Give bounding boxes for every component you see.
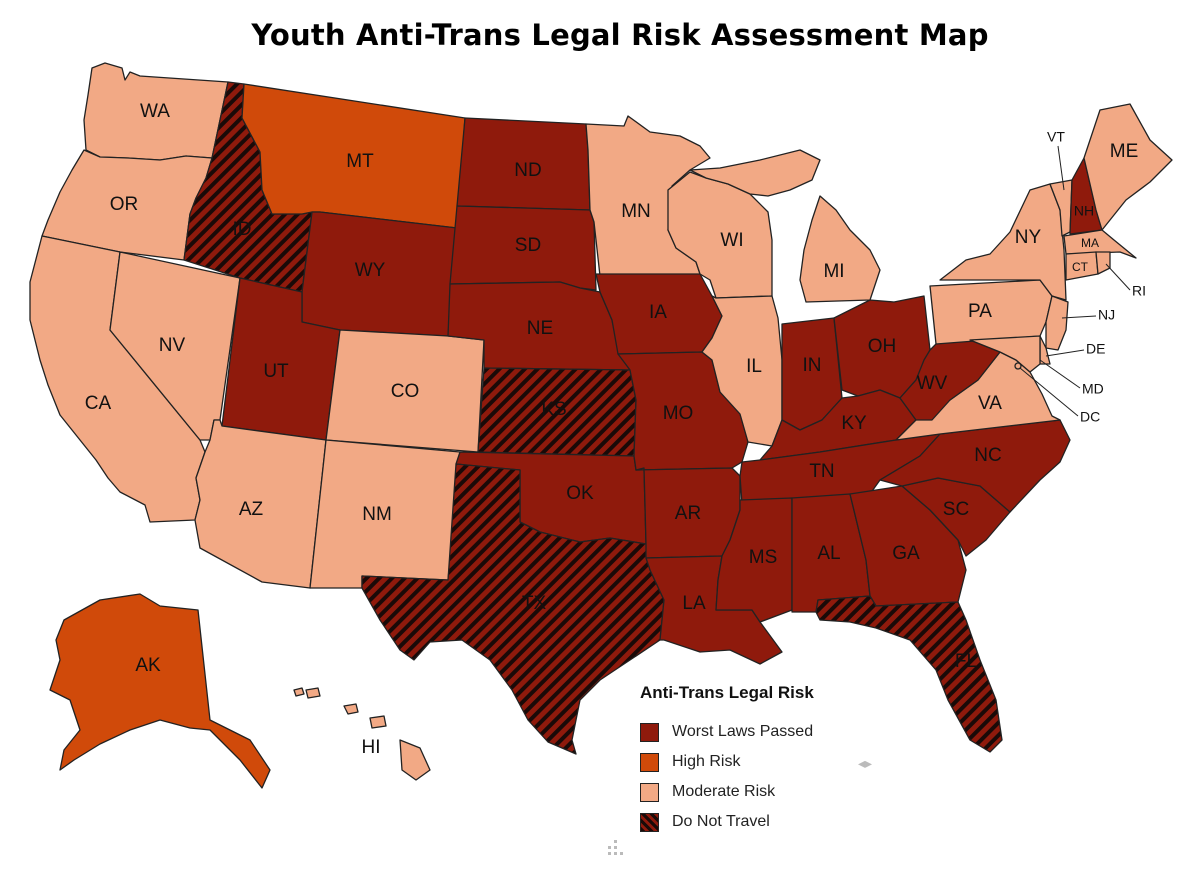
label-MT: MT (346, 151, 374, 172)
leader-NJ (1061, 315, 1097, 319)
state-HI-2[interactable] (305, 687, 321, 699)
legend-swatch-dnt (640, 812, 659, 832)
label-WV: WV (917, 373, 948, 394)
label-ID: ID (233, 219, 252, 240)
label-OH: OH (868, 336, 897, 357)
label-KS: KS (541, 399, 566, 420)
label-NC: NC (974, 445, 1001, 466)
label-NY: NY (1015, 227, 1042, 248)
state-TX[interactable] (361, 463, 665, 755)
label-TX: TX (522, 593, 547, 614)
label-MN: MN (621, 201, 651, 222)
legend: Anti-Trans Legal Risk Worst Laws Passed … (640, 683, 880, 837)
legend-title: Anti-Trans Legal Risk (640, 683, 814, 702)
state-CO[interactable] (325, 329, 485, 453)
label-MI: MI (823, 261, 844, 282)
legend-label-moderate: Moderate Risk (672, 783, 776, 800)
legend-item-high: High Risk (640, 747, 880, 777)
label-IN: IN (803, 355, 822, 376)
label-AZ: AZ (239, 499, 264, 520)
state-MD[interactable] (969, 335, 1041, 373)
label-SC: SC (943, 499, 969, 520)
legend-swatch-high (640, 752, 659, 772)
nav-arrows-icon[interactable]: ◂▸ (858, 755, 873, 771)
label-OR: OR (110, 194, 139, 215)
label-IA: IA (649, 302, 667, 323)
label-UT: UT (263, 361, 289, 382)
state-NJ[interactable] (1045, 295, 1069, 351)
label-ME: ME (1110, 141, 1139, 162)
label-GA: GA (892, 543, 920, 564)
state-VT[interactable] (1049, 179, 1073, 237)
leader-VT (1057, 145, 1065, 191)
legend-label-high: High Risk (672, 753, 741, 770)
label-SD: SD (515, 235, 541, 256)
leader-RI (1105, 263, 1131, 291)
legend-label-worst: Worst Laws Passed (672, 723, 814, 740)
label-CO: CO (391, 381, 420, 402)
state-RI[interactable] (1095, 251, 1111, 275)
label-CT: CT (1072, 260, 1089, 274)
label-ND: ND (514, 160, 541, 181)
legend-item-moderate: Moderate Risk (640, 777, 880, 807)
label-DC: DC (1080, 409, 1100, 425)
legend-swatch-worst (640, 722, 659, 742)
label-LA: LA (682, 593, 706, 614)
state-NC[interactable] (879, 419, 1071, 513)
state-MI-upper[interactable] (689, 149, 821, 197)
state-IL[interactable] (701, 295, 783, 447)
label-NE: NE (527, 318, 553, 339)
label-MO: MO (663, 403, 694, 424)
leader-DC (1019, 367, 1079, 417)
label-WA: WA (140, 101, 170, 122)
state-FL[interactable] (815, 595, 1003, 753)
label-MA: MA (1081, 236, 1099, 250)
state-AK[interactable] (49, 593, 271, 789)
state-HI-5[interactable] (399, 739, 431, 781)
state-DC[interactable] (1014, 362, 1022, 370)
state-MI[interactable] (799, 195, 881, 303)
state-HI-4[interactable] (369, 715, 387, 729)
state-HI-3[interactable] (343, 703, 359, 715)
label-PA: PA (968, 301, 992, 322)
label-NV: NV (159, 335, 186, 356)
label-VT: VT (1047, 129, 1065, 145)
legend-label-dnt: Do Not Travel (672, 813, 770, 830)
label-TN: TN (809, 461, 834, 482)
label-VA: VA (978, 393, 1002, 414)
label-OK: OK (566, 483, 594, 504)
legend-swatch-moderate (640, 782, 659, 802)
label-DE: DE (1086, 341, 1105, 357)
label-AK: AK (135, 655, 161, 676)
label-FL: FL (955, 651, 977, 672)
leader-MD (1039, 359, 1081, 389)
label-NH: NH (1074, 203, 1094, 219)
label-MS: MS (749, 547, 778, 568)
state-HI-1[interactable] (293, 687, 305, 697)
label-MD: MD (1082, 381, 1104, 397)
resize-grip-icon[interactable] (608, 840, 624, 856)
label-AR: AR (675, 503, 701, 524)
state-ME[interactable] (1083, 103, 1173, 231)
label-HI: HI (362, 737, 381, 758)
label-NM: NM (362, 504, 392, 525)
label-WY: WY (355, 260, 386, 281)
label-CA: CA (85, 393, 112, 414)
map-title: Youth Anti-Trans Legal Risk Assessment M… (251, 18, 989, 52)
state-CA[interactable] (29, 235, 206, 523)
leader-DE (1045, 349, 1085, 357)
label-KY: KY (841, 413, 867, 434)
legend-item-dnt: Do Not Travel (640, 807, 880, 837)
label-NJ: NJ (1098, 307, 1115, 323)
label-IL: IL (746, 356, 762, 377)
label-RI: RI (1132, 283, 1146, 299)
legend-item-worst: Worst Laws Passed (640, 717, 880, 747)
label-WI: WI (720, 230, 743, 251)
label-AL: AL (817, 543, 840, 564)
